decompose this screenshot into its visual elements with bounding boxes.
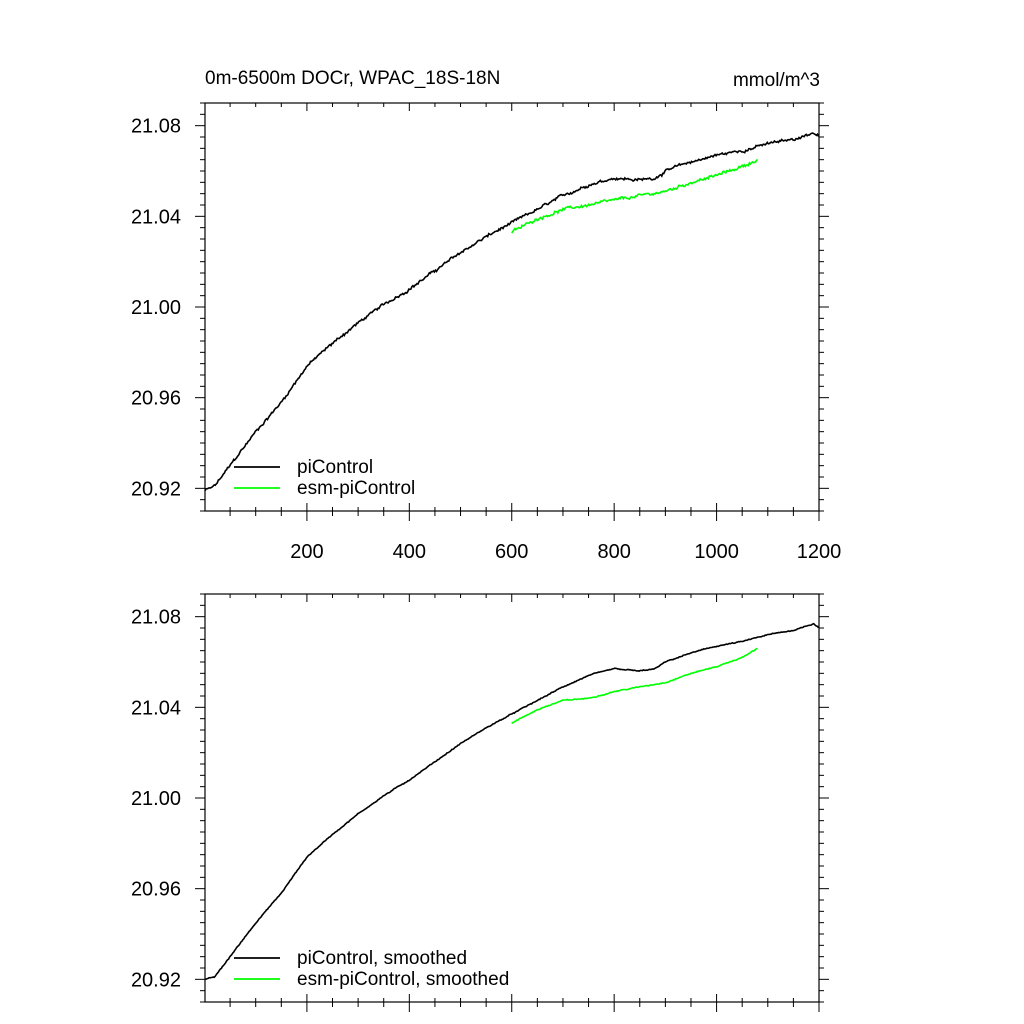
series-line-picontrol <box>204 132 820 492</box>
bottom-axes: 20.92 20.96 21.00 21.04 21.08 <box>131 593 829 1012</box>
y-tick-label: 21.04 <box>131 206 181 228</box>
legend-label: piControl <box>297 457 373 478</box>
y-tick-label: 21.08 <box>131 116 181 138</box>
top-series-lines <box>204 132 820 492</box>
legend-label: esm-piControl <box>297 478 415 499</box>
series-line-esm-picontrol <box>511 158 759 234</box>
y-tick-label: 20.96 <box>131 388 181 410</box>
bottom-panel: 20.92 20.96 21.00 21.04 21.08 piControl, smo… <box>131 593 829 1012</box>
top-axes: 200 400 600 800 1000 1200 20.92 20.96 21.00 21.04… <box>131 102 842 563</box>
top-panel: 0m-6500m DOCr, WPAC_18S-18N mmol/m^3 200… <box>131 68 841 563</box>
y-tick-label: 21.00 <box>131 788 181 810</box>
x-tick-label: 400 <box>393 541 426 563</box>
legend-label: esm-piControl, smoothed <box>297 969 509 990</box>
x-tick-label: 1000 <box>694 541 739 563</box>
y-tick-label: 20.92 <box>131 478 181 500</box>
x-tick-label: 200 <box>290 541 323 563</box>
series-line-esm-picontrol <box>511 647 758 725</box>
x-tick-label: 600 <box>495 541 528 563</box>
y-tick-label: 20.96 <box>131 879 181 901</box>
top-plot-frame <box>204 102 820 512</box>
units-label: mmol/m^3 <box>733 70 820 91</box>
chart-title: 0m-6500m DOCr, WPAC_18S-18N <box>205 68 500 89</box>
bottom-plot-frame <box>204 593 820 1003</box>
x-tick-label: 1200 <box>797 541 842 563</box>
y-tick-label: 21.04 <box>131 697 181 719</box>
y-tick-label: 20.92 <box>131 969 181 991</box>
x-tick-label: 800 <box>597 541 630 563</box>
y-tick-label: 21.00 <box>131 297 181 319</box>
y-tick-label: 21.08 <box>131 607 181 629</box>
bottom-series-lines <box>204 622 820 981</box>
legend-label: piControl, smoothed <box>297 948 467 969</box>
series-line-picontrol <box>204 622 820 981</box>
